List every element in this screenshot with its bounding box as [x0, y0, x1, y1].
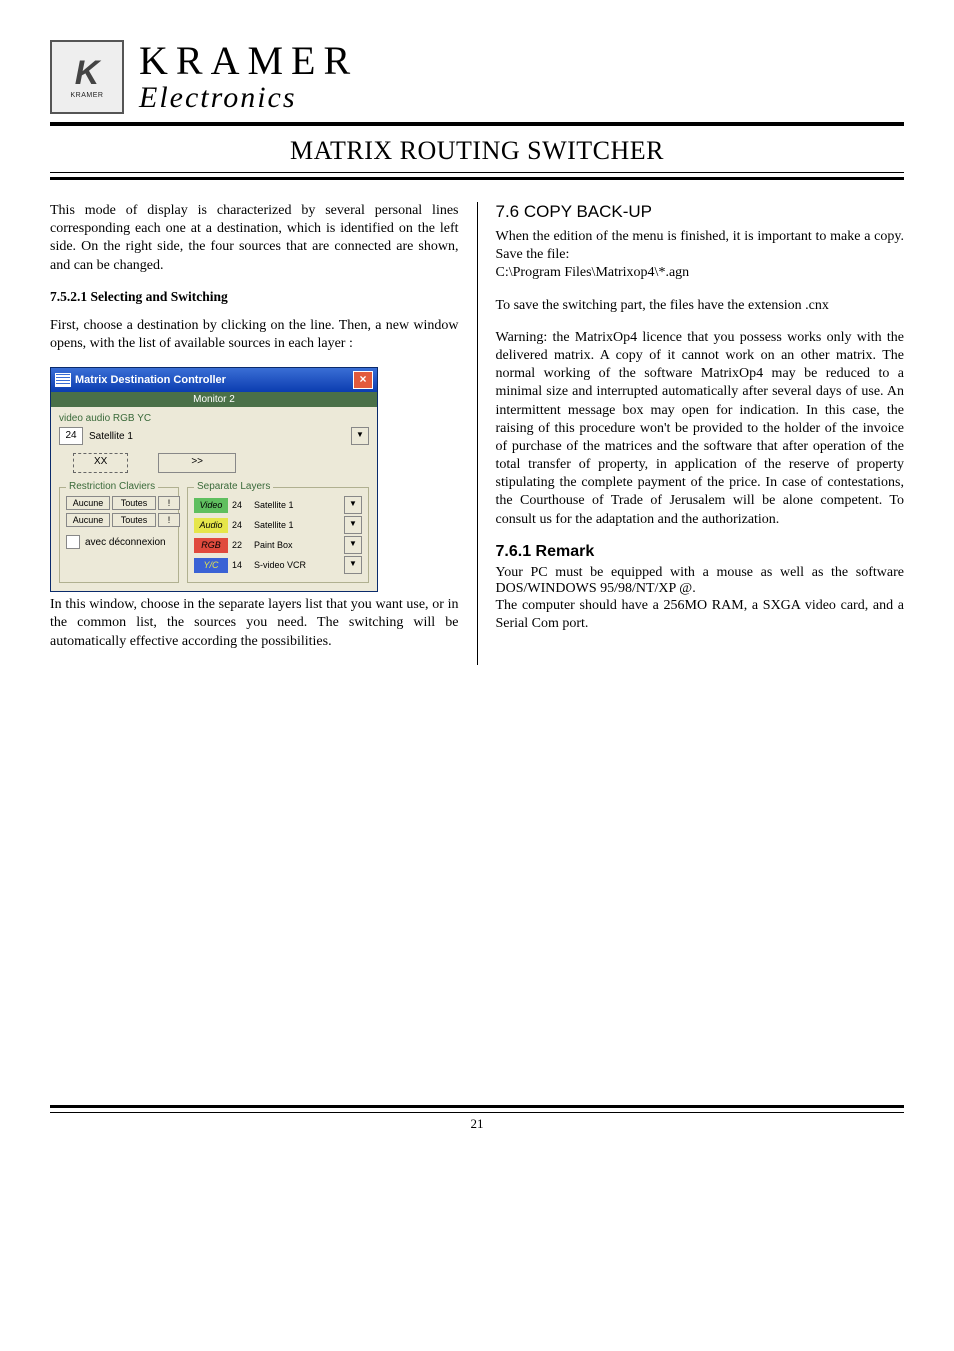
page-header: K KRAMER KRAMER Electronics	[50, 40, 904, 114]
layer-num: 24	[232, 500, 250, 510]
dropdown-arrow-icon[interactable]: ▼	[351, 427, 369, 445]
forward-button[interactable]: >>	[158, 453, 236, 473]
close-icon[interactable]: ×	[353, 371, 373, 389]
layer-num: 22	[232, 540, 250, 550]
right-para-1: When the edition of the menu is finished…	[496, 228, 905, 264]
layer-num: 14	[232, 560, 250, 570]
right-column: 7.6 COPY BACK-UP When the edition of the…	[477, 202, 905, 665]
excl-button-1[interactable]: !	[158, 496, 180, 510]
layer-row-video: Video 24 Satellite 1 ▼	[194, 496, 362, 514]
aucune-button-2[interactable]: Aucune	[66, 513, 110, 527]
footer-rule-thick	[50, 1105, 904, 1108]
layer-tag-audio: Audio	[194, 518, 228, 533]
window-body: video audio RGB YC 24 Satellite 1 ▼ XX >…	[51, 407, 377, 591]
matrix-destination-controller-window: Matrix Destination Controller × Monitor …	[50, 367, 378, 592]
toutes-button-2[interactable]: Toutes	[112, 513, 156, 527]
excl-button-2[interactable]: !	[158, 513, 180, 527]
va-label: video audio RGB YC	[59, 413, 369, 424]
restriction-row-1: Aucune Toutes !	[66, 496, 172, 510]
avec-deconnexion-label: avec déconnexion	[85, 537, 166, 548]
right-para-5: The computer should have a 256MO RAM, a …	[496, 597, 905, 633]
separate-group-title: Separate Layers	[194, 481, 273, 492]
window-icon	[55, 373, 71, 387]
kramer-logo: K KRAMER	[50, 40, 124, 114]
rule-thick-2	[50, 177, 904, 180]
dropdown-arrow-icon[interactable]: ▼	[344, 516, 362, 534]
window-title: Matrix Destination Controller	[75, 374, 226, 386]
titlebar-left: Matrix Destination Controller	[55, 373, 226, 387]
group-boxes-row: Restriction Claviers Aucune Toutes ! Auc…	[59, 481, 369, 583]
right-para-2: To save the switching part, the files ha…	[496, 297, 905, 315]
layer-row-rgb: RGB 22 Paint Box ▼	[194, 536, 362, 554]
source-select-row: 24 Satellite 1 ▼	[59, 427, 369, 445]
separate-layers-group: Separate Layers Video24Satellite 1▼Audio…	[187, 487, 369, 583]
layer-tag-y-c: Y/C	[194, 558, 228, 573]
left-para-3: In this window, choose in the separate l…	[50, 596, 459, 651]
logo-text: KRAMER	[71, 92, 104, 99]
avec-deconnexion-row: avec déconnexion	[66, 535, 172, 549]
layer-row-y-c: Y/C 14 S-video VCR ▼	[194, 556, 362, 574]
layer-tag-video: Video	[194, 498, 228, 513]
brand-sub: Electronics	[139, 82, 358, 114]
dropdown-arrow-icon[interactable]: ▼	[344, 556, 362, 574]
two-column-layout: This mode of display is characterized by…	[50, 202, 904, 665]
toutes-button-1[interactable]: Toutes	[112, 496, 156, 510]
dropdown-arrow-icon[interactable]: ▼	[344, 496, 362, 514]
right-para-3-warning: Warning: the MatrixOp4 licence that you …	[496, 329, 905, 529]
heading-7-6-1: 7.6.1 Remark	[496, 543, 905, 561]
layer-source-name: Satellite 1	[254, 520, 340, 530]
left-column: This mode of display is characterized by…	[50, 202, 477, 665]
heading-7-5-2-1: 7.5.2.1 Selecting and Switching	[50, 289, 459, 305]
aucune-button-1[interactable]: Aucune	[66, 496, 110, 510]
footer-rule-thin	[50, 1112, 904, 1113]
left-para-2: First, choose a destination by clicking …	[50, 317, 459, 353]
restriction-row-2: Aucune Toutes !	[66, 513, 172, 527]
layer-row-audio: Audio 24 Satellite 1 ▼	[194, 516, 362, 534]
file-path: C:\Program Files\Matrixop4\*.agn	[496, 264, 905, 282]
xx-button[interactable]: XX	[73, 453, 128, 473]
layer-source-name: S-video VCR	[254, 560, 340, 570]
layer-num: 24	[232, 520, 250, 530]
restriction-claviers-group: Restriction Claviers Aucune Toutes ! Auc…	[59, 487, 179, 583]
rule-thin	[50, 172, 904, 173]
avec-deconnexion-checkbox[interactable]	[66, 535, 80, 549]
heading-7-6: 7.6 COPY BACK-UP	[496, 202, 905, 222]
brand-main: KRAMER	[139, 40, 358, 82]
layer-source-name: Paint Box	[254, 540, 340, 550]
brand-block: KRAMER Electronics	[139, 40, 358, 114]
left-para-1: This mode of display is characterized by…	[50, 202, 459, 275]
main-title: MATRIX ROUTING SWITCHER	[50, 136, 904, 166]
source-number-input[interactable]: 24	[59, 427, 83, 445]
layer-tag-rgb: RGB	[194, 538, 228, 553]
page-number: 21	[50, 1116, 904, 1132]
page-footer: 21	[50, 1105, 904, 1132]
window-titlebar[interactable]: Matrix Destination Controller ×	[51, 368, 377, 392]
monitor-bar: Monitor 2	[51, 392, 377, 407]
source-name: Satellite 1	[89, 431, 133, 442]
right-para-4: Your PC must be equipped with a mouse as…	[496, 565, 905, 597]
action-button-row: XX >>	[73, 453, 369, 473]
layer-source-name: Satellite 1	[254, 500, 340, 510]
logo-letter: K	[75, 56, 100, 90]
restriction-group-title: Restriction Claviers	[66, 481, 158, 492]
rule-top-thick	[50, 122, 904, 126]
dropdown-arrow-icon[interactable]: ▼	[344, 536, 362, 554]
